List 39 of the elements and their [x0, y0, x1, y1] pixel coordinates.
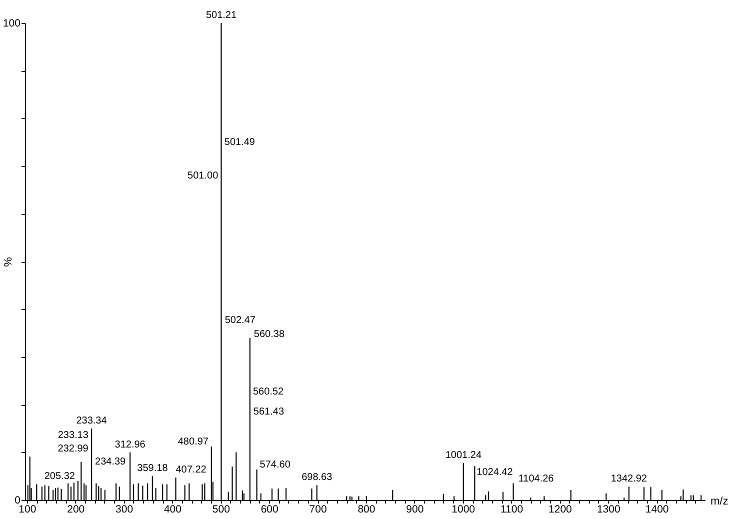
y-tick-label: 0	[14, 494, 21, 506]
annotation: 1001.24	[445, 450, 482, 461]
annotation: 560.52	[252, 386, 284, 398]
x-tick-label: 500	[212, 504, 230, 516]
annotation: 1342.92	[610, 474, 648, 485]
annotation: 501.49	[224, 137, 256, 148]
annotation: 232.99	[58, 443, 89, 454]
x-tick-label: 700	[309, 504, 327, 516]
x-tick-label: 1300	[596, 504, 620, 516]
x-axis-title: m/z	[710, 496, 728, 508]
annotation: 359.18	[137, 463, 168, 474]
annotation: 502.47	[224, 315, 256, 326]
x-tick-label: 800	[358, 504, 376, 516]
annotation: 205.32	[44, 470, 76, 482]
annotation: 407.22	[176, 464, 207, 476]
x-tick-label: 1100	[500, 504, 524, 516]
annotation: 698.63	[302, 472, 333, 484]
annotation: 1024.42	[476, 467, 514, 478]
x-tick-label: 900	[406, 504, 424, 516]
annotation: 561.43	[253, 406, 284, 418]
annotation: 501.00	[188, 170, 219, 182]
annotation: 233.13	[58, 430, 89, 441]
annotation: 574.60	[260, 459, 291, 470]
x-tick-label: 1000	[452, 504, 476, 516]
annotation: 501.21	[206, 10, 237, 21]
y-axis-title: %	[2, 256, 14, 267]
annotation: 480.97	[178, 436, 209, 448]
annotation: 1104.26	[518, 473, 554, 484]
x-tick-label: 600	[260, 504, 279, 516]
x-tick-label: 200	[67, 504, 85, 516]
annotation: 233.34	[76, 415, 108, 426]
x-tick-label: 1400	[645, 504, 669, 516]
annotation: 560.38	[254, 328, 285, 340]
x-tick-label: 100	[18, 504, 36, 516]
annotation: 234.39	[95, 456, 126, 468]
annotation: 312.96	[114, 439, 146, 450]
x-tick-label: 300	[116, 504, 134, 516]
x-tick-label: 1200	[548, 504, 572, 516]
x-tick-label: 400	[164, 504, 182, 516]
